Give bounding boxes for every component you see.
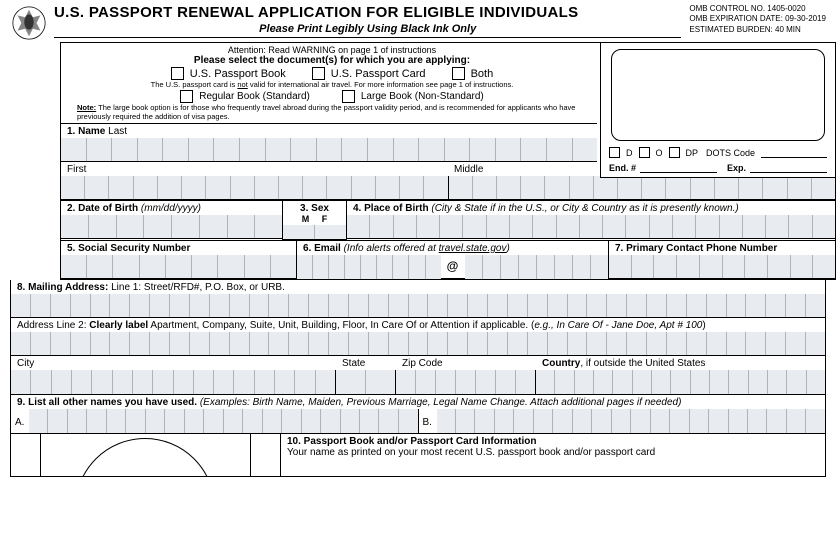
label-a: A. [11, 409, 29, 433]
label-name: 1. Name Last [61, 123, 597, 138]
input-city[interactable] [11, 370, 336, 394]
input-state[interactable] [336, 370, 396, 394]
input-email-domain[interactable] [465, 255, 609, 279]
checkbox-both[interactable] [452, 67, 465, 80]
checkbox-regular-book[interactable] [180, 90, 193, 103]
omb-block: OMB CONTROL NO. 1405-0020 OMB EXPIRATION… [689, 4, 826, 35]
checkbox-passport-card[interactable] [312, 67, 325, 80]
label-state: State [336, 356, 396, 370]
dots-code-field[interactable] [761, 147, 827, 158]
label-dob: 2. Date of Birth (mm/dd/yyyy) [61, 201, 282, 215]
input-pob[interactable] [347, 215, 835, 239]
checkbox-o[interactable] [639, 147, 650, 158]
input-address-line2[interactable] [11, 332, 825, 356]
label-pob: 4. Place of Birth (City & State if in th… [347, 201, 835, 215]
input-other-name-b[interactable] [437, 409, 826, 433]
label-mailing-address: 8. Mailing Address: Line 1: Street/RFD#,… [11, 280, 825, 294]
checkbox-d[interactable] [609, 147, 620, 158]
label-city: City [11, 356, 336, 370]
us-seal-icon [10, 4, 48, 42]
label-sex: 3. SexM F [283, 201, 346, 225]
at-symbol: @ [441, 255, 465, 278]
label-b: B. [419, 409, 437, 433]
form-subtitle: Please Print Legibly Using Black Ink Onl… [54, 21, 681, 38]
input-email-user[interactable] [297, 255, 441, 279]
label-phone: 7. Primary Contact Phone Number [609, 241, 835, 255]
input-country[interactable] [536, 370, 825, 394]
label-first: First [61, 162, 448, 176]
label-address-line2: Address Line 2: Clearly label Apartment,… [11, 318, 825, 332]
section-10: 10. Passport Book and/or Passport Card I… [281, 434, 825, 476]
label-ssn: 5. Social Security Number [61, 241, 296, 255]
label-country: Country, if outside the United States [536, 356, 825, 370]
input-sex[interactable] [283, 225, 346, 240]
exp-field[interactable] [750, 162, 827, 173]
input-dob[interactable] [61, 215, 282, 239]
input-address-line1[interactable] [11, 294, 825, 318]
stub-right [251, 434, 281, 476]
input-zip[interactable] [396, 370, 536, 394]
input-first-middle[interactable] [61, 176, 835, 200]
seal-area [41, 434, 251, 476]
checkbox-dp[interactable] [669, 147, 680, 158]
input-ssn[interactable] [61, 255, 296, 279]
label-email: 6. Email (Info alerts offered at travel.… [297, 241, 608, 255]
label-other-names: 9. List all other names you have used. (… [11, 395, 825, 409]
input-other-name-a[interactable] [29, 409, 419, 433]
label-zip: Zip Code [396, 356, 536, 370]
staff-use-box: D O DP DOTS Code End. # Exp. [600, 43, 835, 178]
checkbox-large-book[interactable] [342, 90, 355, 103]
input-last-name[interactable] [61, 138, 597, 162]
document-select-section: Attention: Read WARNING on page 1 of ins… [61, 43, 597, 123]
input-phone[interactable] [609, 255, 835, 279]
end-number-field[interactable] [640, 162, 717, 173]
checkbox-passport-book[interactable] [171, 67, 184, 80]
form-title: U.S. PASSPORT RENEWAL APPLICATION FOR EL… [54, 4, 681, 21]
stub-left [11, 434, 41, 476]
